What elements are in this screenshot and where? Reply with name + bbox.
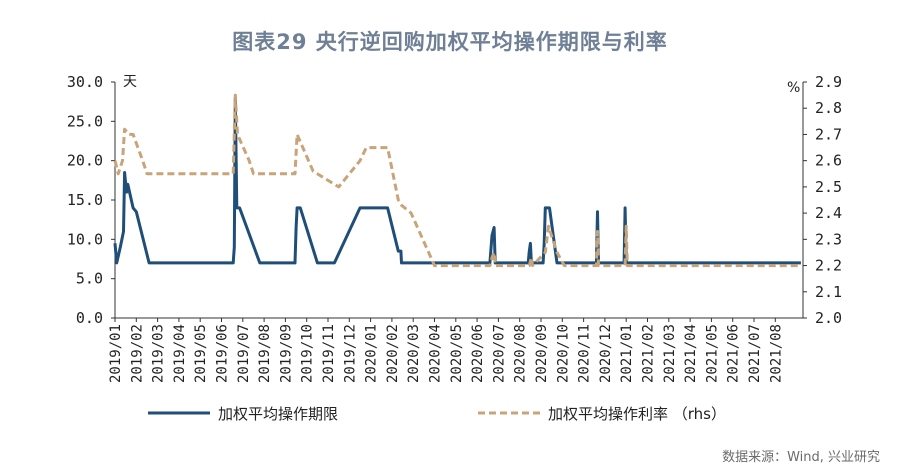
right-tick-label: 2.1 <box>815 283 842 301</box>
x-tick-label: 2020/03 <box>406 324 422 383</box>
x-tick-label: 2019/11 <box>321 324 337 383</box>
right-tick-label: 2.8 <box>815 99 842 117</box>
right-tick-label: 2.5 <box>815 178 842 196</box>
right-tick-label: 2.0 <box>815 309 842 327</box>
x-tick-label: 2021/06 <box>726 324 742 383</box>
chart-title: 图表29 央行逆回购加权平均操作期限与利率 <box>232 30 668 54</box>
x-tick-label: 2021/03 <box>662 324 678 383</box>
x-tick-label: 2020/04 <box>428 324 444 383</box>
x-tick-label: 2019/05 <box>193 324 209 383</box>
x-tick-label: 2019/06 <box>215 324 231 383</box>
x-tick-label: 2021/02 <box>641 324 657 383</box>
right-tick-label: 2.2 <box>815 257 842 275</box>
x-tick-label: 2020/01 <box>364 324 380 383</box>
x-tick-label: 2020/06 <box>470 324 486 383</box>
right-tick-label: 2.4 <box>815 204 842 222</box>
x-tick-label: 2019/08 <box>257 324 273 383</box>
right-tick-label: 2.7 <box>815 125 842 143</box>
x-tick-label: 2021/05 <box>704 324 720 383</box>
source-note: 数据来源：Wind, 兴业研究 <box>722 450 880 465</box>
x-tick-label: 2021/08 <box>768 324 784 383</box>
series-layer <box>113 93 801 268</box>
x-tick-label: 2020/10 <box>555 324 571 383</box>
left-tick-label: 0.0 <box>76 309 103 327</box>
right-axis-unit: % <box>787 80 800 96</box>
x-tick-label: 2019/12 <box>342 324 358 383</box>
x-tick-label: 2020/09 <box>534 324 550 383</box>
x-tick-label: 2020/11 <box>577 324 593 383</box>
left-tick-label: 25.0 <box>67 112 103 130</box>
x-tick-label: 2019/09 <box>278 324 294 383</box>
x-tick-label: 2020/02 <box>385 324 401 383</box>
x-tick-label: 2019/02 <box>129 324 145 383</box>
right-tick-label: 2.3 <box>815 230 842 248</box>
series-line-rate <box>113 93 801 268</box>
legend-label-rate: 加权平均操作利率 （rhs） <box>548 405 726 423</box>
x-tick-label: 2019/01 <box>108 324 124 383</box>
left-tick-label: 10.0 <box>67 230 103 248</box>
legend: 加权平均操作期限 加权平均操作利率 （rhs） <box>148 405 726 423</box>
legend-label-duration: 加权平均操作期限 <box>218 405 338 423</box>
x-tick-label: 2021/01 <box>619 324 635 383</box>
left-axis-unit: 天 <box>123 74 137 90</box>
right-tick-label: 2.9 <box>815 73 842 91</box>
x-tick-label: 2020/12 <box>598 324 614 383</box>
x-tick-label: 2020/05 <box>449 324 465 383</box>
x-tick-label: 2020/07 <box>491 324 507 383</box>
x-tick-label: 2019/10 <box>300 324 316 383</box>
tick-labels: 0.0 5.0 10.0 15.0 20.0 25.0 30.0 天 2.0 2.1 2.2 2.3 2… <box>67 73 842 383</box>
x-tick-label: 2020/08 <box>513 324 529 383</box>
left-tick-label: 5.0 <box>76 270 103 288</box>
x-tick-label: 2019/07 <box>236 324 252 383</box>
left-tick-label: 15.0 <box>67 191 103 209</box>
x-tick-label: 2019/04 <box>172 324 188 383</box>
x-tick-label: 2019/03 <box>151 324 167 383</box>
series-line-duration <box>113 96 801 265</box>
right-tick-label: 2.6 <box>815 152 842 170</box>
axis-frame <box>111 81 807 322</box>
x-tick-label: 2021/04 <box>683 324 699 383</box>
left-tick-label: 20.0 <box>67 152 103 170</box>
left-tick-label: 30.0 <box>67 73 103 91</box>
x-tick-label: 2021/07 <box>747 324 763 383</box>
